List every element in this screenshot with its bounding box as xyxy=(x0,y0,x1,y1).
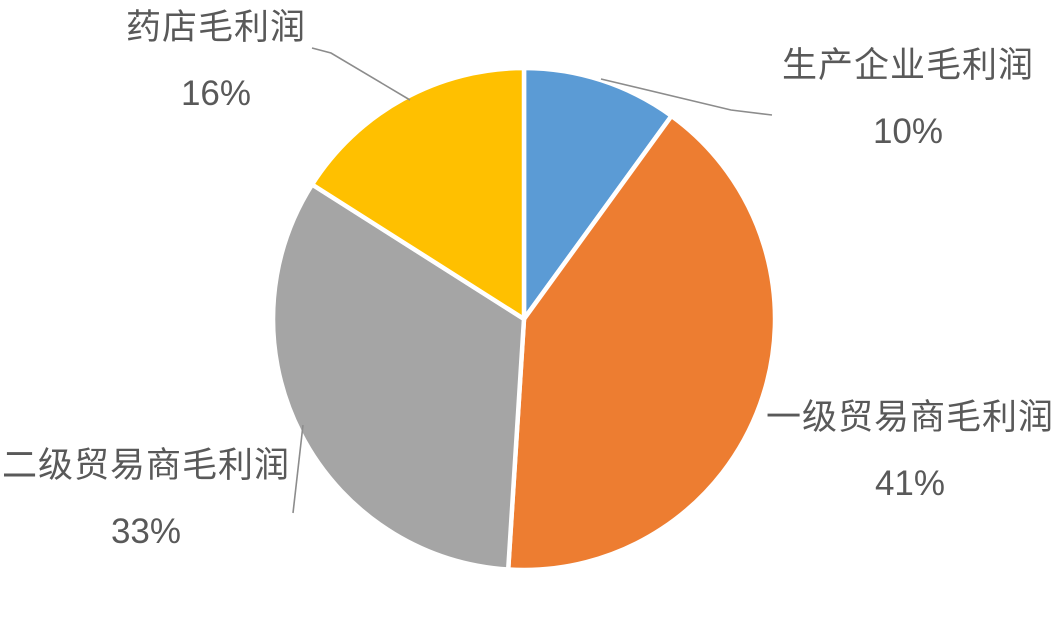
slice-label: 生产企业毛利润 xyxy=(781,46,1034,85)
pie-slice-manufacturer xyxy=(521,65,674,322)
slice-percent: 16% xyxy=(180,74,252,113)
slice-label: 一级贸易商毛利润 xyxy=(765,398,1054,437)
slice-percent: 33% xyxy=(110,512,182,551)
slice-percent: 10% xyxy=(872,112,944,151)
callout-manufacturer: 生产企业毛利润 10% xyxy=(758,46,1058,152)
callout-tier2-trader: 二级贸易商毛利润 33% xyxy=(0,446,298,552)
leader-line-tier2-trader xyxy=(292,424,304,514)
callout-tier1-trader: 一级贸易商毛利润 41% xyxy=(756,398,1058,504)
slice-percent: 41% xyxy=(874,464,946,503)
slice-label: 二级贸易商毛利润 xyxy=(1,446,290,485)
pie-slice-pharmacy xyxy=(309,65,527,322)
leader-line-manufacturer xyxy=(600,78,773,116)
pie-slice-tier1-trader xyxy=(505,113,778,573)
callout-pharmacy: 药店毛利润 16% xyxy=(76,8,356,114)
leader-line-pharmacy xyxy=(311,47,411,101)
slice-label: 药店毛利润 xyxy=(125,8,306,47)
